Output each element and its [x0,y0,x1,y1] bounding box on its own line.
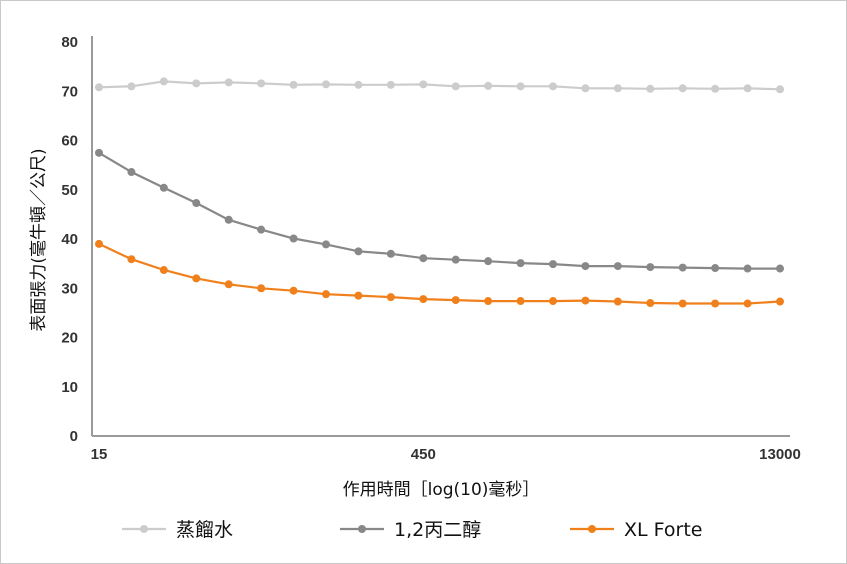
series-3 [95,239,784,308]
data-point [711,84,720,93]
series-layer [95,77,784,308]
data-point [224,215,233,224]
data-point [127,82,136,91]
data-point [678,263,687,272]
data-point [678,84,687,93]
data-point [289,80,298,89]
series-2 [95,148,784,273]
legend: 蒸餾水 1,2丙二醇 XL Forte [122,519,702,541]
legend-label: 蒸餾水 [176,519,233,541]
data-point [776,264,784,273]
data-point [678,299,687,308]
legend-label: 1,2丙二醇 [394,519,481,541]
data-point [451,255,460,264]
data-point [776,85,784,94]
data-point [127,255,136,264]
data-point [354,80,363,89]
data-point [613,262,622,271]
legend-label: XL Forte [624,519,702,541]
data-point [549,260,557,269]
x-tick-label: 450 [411,446,436,463]
data-point [419,80,428,89]
y-axis-label: 表面張力(毫牛頓／公尺) [29,148,49,331]
data-point [224,78,233,87]
data-point [386,80,395,89]
data-point [95,148,103,157]
legend-swatch-marker [358,525,366,533]
data-point [549,297,557,306]
data-point [646,299,655,308]
data-point [484,297,493,306]
data-point [419,295,428,304]
legend-swatch-marker [588,525,596,533]
data-point [646,84,655,93]
y-tick-label: 30 [61,280,78,297]
axes: 0 10 20 30 40 50 60 70 80 15 450 13000 [61,34,801,463]
legend-swatch-marker [140,525,148,533]
y-tick-label: 50 [61,182,78,199]
data-point [354,291,363,300]
data-point [711,264,720,273]
y-tick-label: 0 [70,428,78,445]
series-line [98,151,780,270]
data-point [192,274,201,283]
data-point [192,199,201,208]
data-point [581,262,590,271]
data-point [581,296,590,305]
data-point [743,84,752,93]
y-tick-label: 60 [61,133,78,150]
y-tick-label: 20 [61,330,78,347]
y-tick-label: 70 [61,83,78,100]
data-point [549,82,557,91]
data-point [484,257,493,266]
data-point [516,297,525,306]
data-point [322,80,330,89]
data-point [322,290,330,299]
data-point [581,84,590,93]
data-point [95,83,103,92]
data-point [224,280,233,289]
data-point [322,240,330,249]
data-point [451,296,460,305]
data-point [386,293,395,302]
data-point [711,299,720,308]
y-tick-label: 80 [61,34,78,51]
data-point [743,299,752,308]
data-point [159,183,168,192]
x-tick-label: 13000 [759,446,801,463]
data-point [257,284,266,293]
data-point [613,84,622,93]
data-point [257,225,266,234]
data-point [451,82,460,91]
x-tick-label: 15 [91,446,108,463]
data-point [484,81,493,90]
data-point [159,77,168,86]
data-point [516,82,525,91]
data-point [257,79,266,88]
data-point [95,239,103,248]
data-point [646,263,655,272]
data-point [159,266,168,275]
data-point [613,297,622,306]
data-point [776,297,784,306]
data-point [354,247,363,256]
data-point [127,168,136,177]
data-point [289,234,298,243]
series-1 [95,77,784,94]
data-point [419,254,428,263]
data-point [743,264,752,273]
data-point [192,79,201,88]
y-tick-label: 40 [61,231,78,248]
y-tick-label: 10 [61,379,78,396]
x-axis-label: 作用時間［log(10)毫秒］ [343,480,540,500]
data-point [289,286,298,295]
series-line [98,242,781,305]
data-point [516,259,525,268]
data-point [386,249,395,258]
series-line [98,80,781,91]
